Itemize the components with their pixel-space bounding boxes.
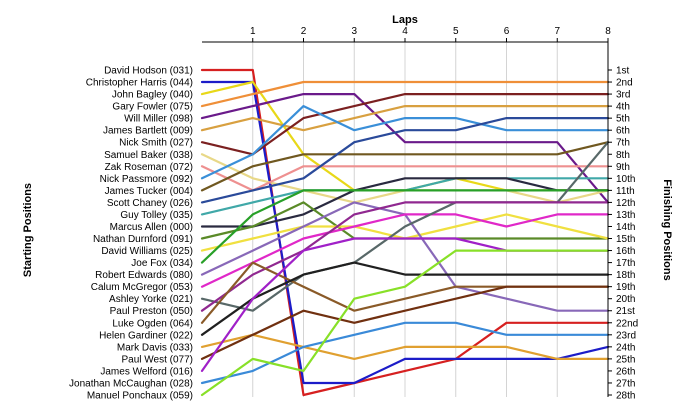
series-line-5	[200, 92, 610, 204]
series-line-11	[200, 141, 610, 192]
starting-label: Mark Davis (033)	[117, 342, 193, 353]
starting-label: Jonathan McCaughan (028)	[69, 378, 193, 389]
starting-label: Guy Tolley (035)	[120, 210, 193, 221]
starting-label: David Hodson (031)	[104, 66, 193, 77]
series-line-21	[200, 201, 610, 312]
starting-label: John Bagley (040)	[112, 90, 193, 101]
starting-label: James Tucker (004)	[105, 186, 193, 197]
starting-label: Nick Passmore (092)	[100, 174, 193, 185]
starting-label: Will Miller (098)	[124, 114, 193, 125]
y-axis-title-left: Starting Positions	[22, 183, 34, 277]
series-line-25	[200, 285, 610, 360]
finishing-label: 18th	[616, 270, 635, 281]
y-axis-title-right: Finishing Positions	[661, 179, 673, 280]
finishing-label: 23rd	[616, 330, 636, 341]
finishing-label: 15th	[616, 234, 635, 245]
finishing-label: 4th	[616, 102, 630, 113]
lap-tick-label: 7	[554, 26, 560, 37]
finishing-label: 2nd	[616, 78, 633, 89]
series-line-10	[200, 104, 610, 180]
series-line-14	[200, 177, 610, 228]
starting-label: David Williams (025)	[101, 246, 193, 257]
starting-label: Calum McGregor (053)	[91, 282, 193, 293]
series-group	[200, 68, 610, 397]
lap-tick-label: 1	[250, 26, 256, 37]
starting-label: Nathan Durnford (091)	[93, 234, 193, 245]
finishing-label: 16th	[616, 246, 635, 257]
starting-label: Ashley Yorke (021)	[109, 294, 193, 305]
lap-tick-labels: 1 2 3 4 5 6 7 8	[250, 26, 611, 37]
finishing-label: 20th	[616, 294, 635, 305]
finishing-label: 6th	[616, 126, 630, 137]
finishing-position-labels: 1st2nd3rd4th5th6th7th8th9th10th11th12th1…	[616, 66, 638, 402]
finishing-label: 3rd	[616, 90, 630, 101]
finishing-label: 7th	[616, 138, 630, 149]
starting-label: Marcus Allen (000)	[110, 222, 193, 233]
series-line-4	[200, 80, 610, 108]
finishing-label: 21st	[616, 306, 635, 317]
starting-label: Paul Preston (050)	[110, 306, 193, 317]
finishing-label: 5th	[616, 114, 630, 125]
axes	[202, 38, 612, 397]
x-axis-title: Laps	[392, 14, 418, 26]
starting-label: James Bartlett (009)	[103, 126, 193, 137]
finishing-label: 8th	[616, 150, 630, 161]
series-line-6	[200, 104, 610, 132]
starting-label: Helen Gardiner (022)	[99, 330, 193, 341]
series-line-17	[200, 189, 610, 264]
finishing-label: 11th	[616, 186, 635, 197]
lap-tick-label: 2	[301, 26, 307, 37]
lap-tick-label: 4	[402, 26, 408, 37]
starting-label: Nick Smith (027)	[119, 138, 193, 149]
series-line-23	[200, 261, 610, 336]
starting-label: Gary Fowler (075)	[112, 102, 193, 113]
finishing-label: 17th	[616, 258, 635, 269]
lap-tick-label: 8	[605, 26, 611, 37]
finishing-label: 9th	[616, 162, 630, 173]
finishing-label: 24th	[616, 342, 635, 353]
lap-tick-label: 6	[504, 26, 510, 37]
starting-label: Scott Chaney (026)	[107, 198, 193, 209]
series-line-7	[200, 92, 610, 156]
starting-position-labels: David Hodson (031)Christopher Harris (04…	[69, 66, 193, 402]
series-line-19	[200, 213, 610, 288]
series-line-12	[200, 116, 610, 204]
finishing-label: 26th	[616, 366, 635, 377]
starting-label: Paul West (077)	[121, 354, 193, 365]
finishing-label: 19th	[616, 282, 635, 293]
series-line-24	[200, 333, 610, 360]
finishing-label: 10th	[616, 174, 635, 185]
finishing-label: 27th	[616, 378, 635, 389]
series-line-9	[200, 165, 610, 192]
lap-tick-label: 5	[453, 26, 459, 37]
finishing-label: 22nd	[616, 318, 638, 329]
finishing-label: 13th	[616, 210, 635, 221]
lap-tick-label: 3	[351, 26, 357, 37]
finishing-label: 1st	[616, 66, 630, 77]
starting-label: Zak Roseman (072)	[105, 162, 193, 173]
starting-label: Christopher Harris (044)	[86, 78, 193, 89]
starting-label: Robert Edwards (080)	[95, 270, 193, 281]
finishing-label: 14th	[616, 222, 635, 233]
starting-label: Manuel Ponchaux (059)	[87, 391, 193, 402]
finishing-label: 28th	[616, 391, 635, 402]
starting-label: Samuel Baker (038)	[104, 150, 193, 161]
series-line-28	[200, 249, 610, 397]
starting-label: Joe Fox (034)	[131, 258, 193, 269]
starting-label: Luke Ogden (064)	[112, 318, 193, 329]
finishing-label: 25th	[616, 354, 635, 365]
starting-label: James Welford (016)	[100, 366, 193, 377]
finishing-label: 12th	[616, 198, 635, 209]
